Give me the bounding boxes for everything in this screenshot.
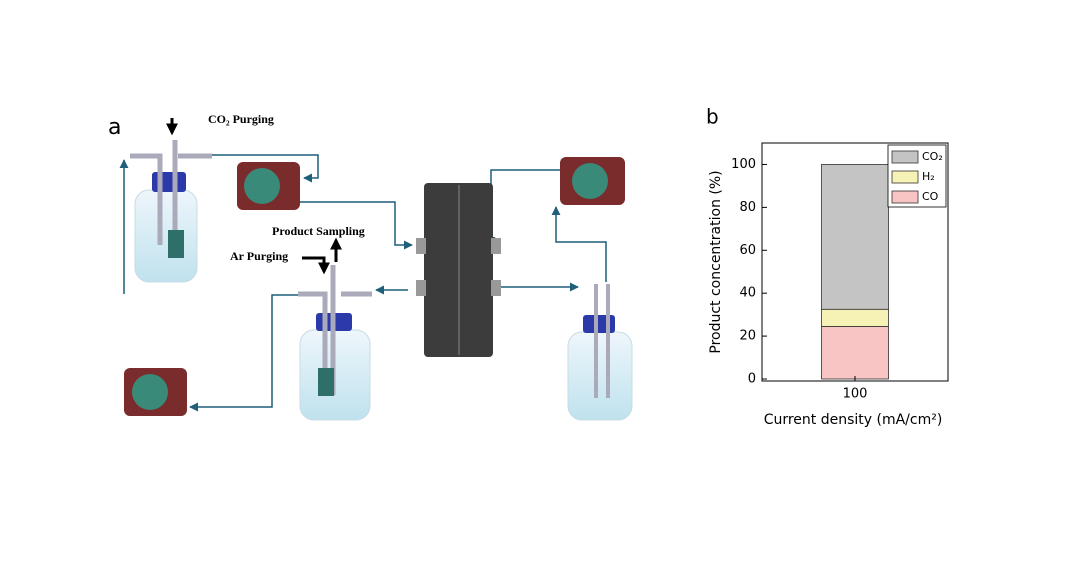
electrode xyxy=(168,230,184,258)
pump xyxy=(237,162,300,210)
bottle xyxy=(134,189,198,283)
x-tick-label: 100 xyxy=(843,387,868,402)
chart: b Current density (mA/cm²) Product conce… xyxy=(706,105,949,428)
bottle-cap xyxy=(583,315,615,333)
port xyxy=(491,280,501,296)
y-tick-label: 80 xyxy=(739,200,756,215)
arrow xyxy=(302,256,330,275)
plot-frame xyxy=(761,142,949,382)
flow-line xyxy=(300,201,413,250)
flow-line xyxy=(551,206,607,282)
bar-segment xyxy=(821,164,889,310)
bar-segment xyxy=(821,308,889,327)
y-tick-label: 0 xyxy=(748,372,756,387)
label: Product Sampling xyxy=(272,224,365,238)
legend-label: CO₂ xyxy=(922,150,943,163)
port xyxy=(416,238,426,254)
bar-segment xyxy=(821,326,889,380)
y-tick-label: 100 xyxy=(731,157,756,172)
panel-label: a xyxy=(108,115,121,140)
tubes xyxy=(594,284,610,398)
flow-line xyxy=(189,294,300,412)
legend-swatch xyxy=(891,150,919,164)
pump xyxy=(124,368,187,416)
label: Ar Purging xyxy=(230,249,288,263)
panel-label: b xyxy=(706,105,719,129)
y-tick-label: 40 xyxy=(739,286,756,301)
port xyxy=(491,238,501,254)
flow-line xyxy=(212,154,319,183)
legend-swatch xyxy=(891,170,919,184)
port xyxy=(416,280,426,296)
pump xyxy=(560,157,625,205)
bottle xyxy=(567,331,633,421)
legend-label: H₂ xyxy=(922,170,935,183)
bottle-cap xyxy=(152,172,186,192)
legend-swatch xyxy=(891,190,919,204)
electrode xyxy=(318,368,334,396)
y-tick-label: 20 xyxy=(739,329,756,344)
tubes xyxy=(130,140,212,245)
y-axis-label: Product concentration (%) xyxy=(708,170,724,353)
label: CO₂ Purging xyxy=(208,112,274,126)
flow-line xyxy=(486,169,560,246)
legend-label: CO xyxy=(922,190,939,203)
diagram: a CO₂ Purging Product Sampling Ar Purgin… xyxy=(108,112,633,421)
y-tick-label: 60 xyxy=(739,243,756,258)
x-axis-label: Current density (mA/cm²) xyxy=(764,412,943,428)
